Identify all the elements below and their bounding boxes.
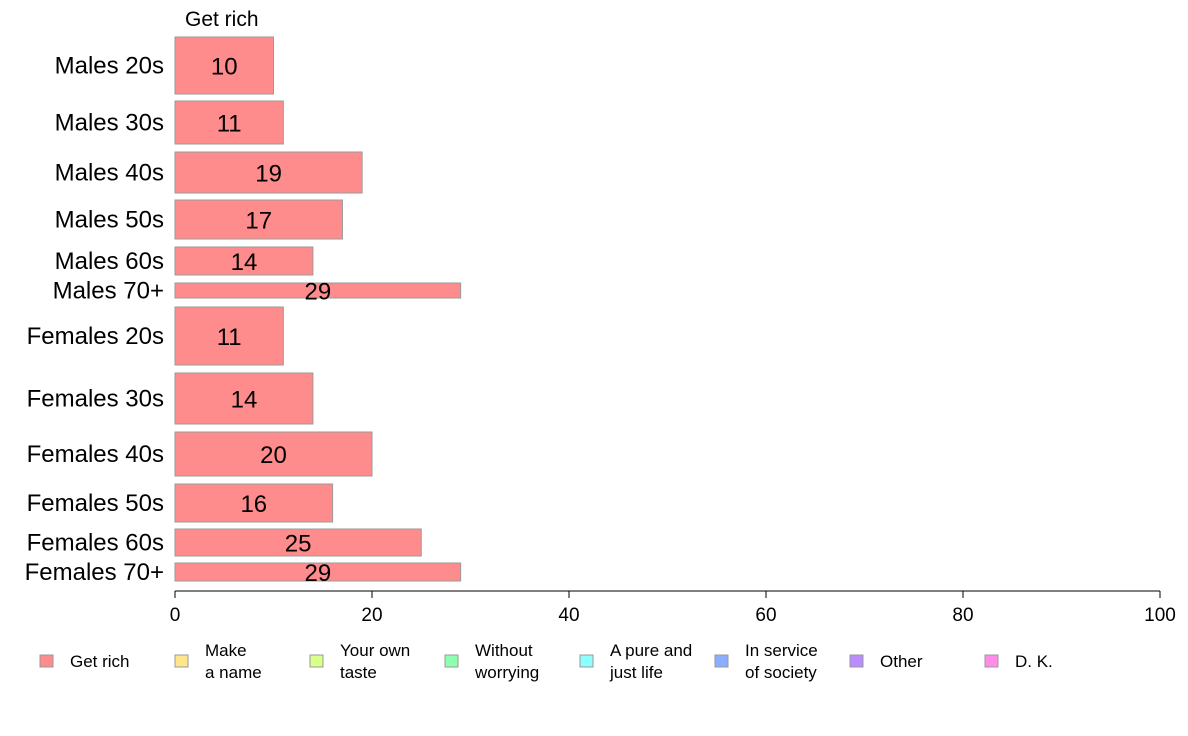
bar	[174, 306, 284, 366]
category-label: Males 20s	[55, 53, 164, 80]
legend-label: a name	[205, 663, 262, 682]
legend-swatch	[174, 654, 189, 668]
data-label: 17	[245, 208, 272, 235]
bar	[174, 282, 462, 299]
category-label: Females 20s	[27, 323, 164, 350]
data-label: 19	[255, 161, 282, 188]
category-label: Males 40s	[55, 160, 164, 187]
data-label: 11	[217, 324, 242, 351]
legend-label: Get rich	[70, 652, 130, 671]
category-label: Females 70+	[25, 559, 164, 586]
series-header: Get rich	[185, 8, 259, 31]
legend-label: of society	[745, 663, 817, 682]
bar	[174, 100, 284, 145]
legend-label: D. K.	[1015, 652, 1053, 671]
bar	[174, 562, 462, 582]
data-label: 20	[260, 442, 287, 469]
legend-label: Other	[880, 652, 923, 671]
data-label: 25	[285, 531, 312, 558]
category-label: Males 60s	[55, 248, 164, 275]
legend-swatch	[849, 654, 864, 668]
legend-swatch	[579, 654, 594, 668]
legend-swatch	[984, 654, 999, 668]
x-tick-label: 60	[755, 605, 776, 626]
bar	[174, 372, 314, 425]
x-tick-label: 0	[170, 605, 181, 626]
legend-label: Your own	[340, 641, 410, 660]
category-label: Females 50s	[27, 490, 164, 517]
bar	[174, 431, 373, 477]
x-tick-label: 100	[1144, 605, 1176, 626]
category-label: Females 60s	[27, 530, 164, 557]
legend-swatch	[309, 654, 324, 668]
data-label: 29	[304, 279, 331, 306]
legend-swatch	[444, 654, 459, 668]
bar	[174, 528, 422, 557]
data-label: 14	[231, 249, 258, 276]
data-label: 29	[304, 560, 331, 587]
bar	[174, 246, 314, 276]
x-tick-label: 20	[361, 605, 382, 626]
category-label: Females 40s	[27, 441, 164, 468]
data-label: 14	[231, 387, 258, 414]
legend-label: worrying	[474, 663, 539, 682]
bar	[174, 36, 274, 95]
x-tick-label: 40	[558, 605, 579, 626]
legend-label: Make	[205, 641, 247, 660]
x-tick-label: 80	[952, 605, 973, 626]
data-label: 16	[240, 491, 267, 518]
legend-label: just life	[609, 663, 663, 682]
category-label: Males 50s	[55, 207, 164, 234]
legend-label: Without	[475, 641, 533, 660]
legend-swatch	[39, 654, 54, 668]
category-label: Males 30s	[55, 110, 164, 137]
category-label: Males 70+	[53, 278, 164, 305]
bar	[174, 151, 363, 194]
legend-label: A pure and	[610, 641, 692, 660]
legend-label: In service	[745, 641, 818, 660]
legend-label: taste	[340, 663, 377, 682]
bar	[174, 483, 334, 523]
data-label: 11	[217, 111, 242, 138]
data-label: 10	[211, 54, 238, 81]
legend-swatch	[714, 654, 729, 668]
bar	[174, 199, 343, 240]
category-label: Females 30s	[27, 386, 164, 413]
